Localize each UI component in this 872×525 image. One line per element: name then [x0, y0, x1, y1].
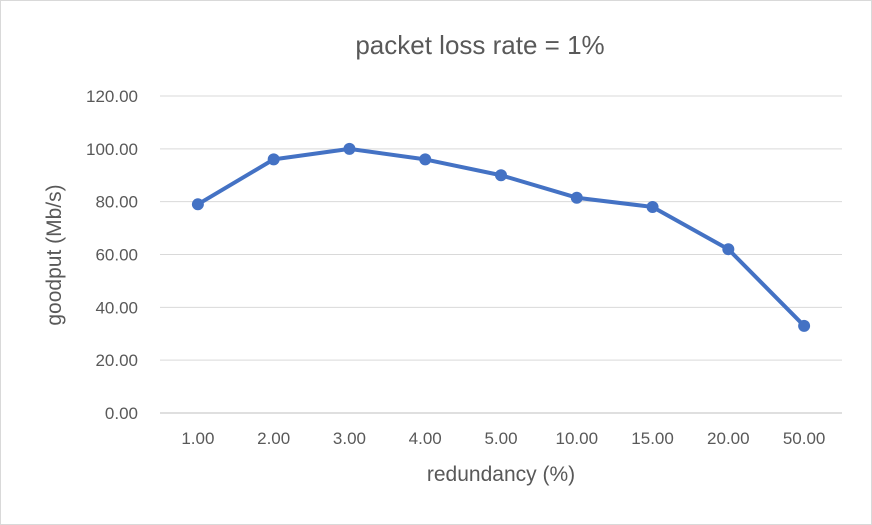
series-layer	[191, 142, 811, 332]
x-tick-label: 3.00	[333, 429, 366, 448]
x-tick-label: 4.00	[409, 429, 442, 448]
y-tick-label: 60.00	[95, 246, 138, 265]
x-tick-label: 15.00	[631, 429, 674, 448]
data-point	[343, 142, 356, 155]
y-tick-label: 40.00	[95, 298, 138, 317]
data-point	[495, 169, 507, 182]
y-tick-label: 80.00	[95, 193, 138, 212]
x-tick-label: 1.00	[181, 429, 214, 448]
y-tick-label: 20.00	[95, 351, 138, 370]
data-point	[798, 319, 811, 332]
x-tick-label: 2.00	[257, 429, 290, 448]
data-point	[646, 200, 659, 213]
x-tick-label: 20.00	[707, 429, 750, 448]
data-point	[419, 153, 432, 166]
y-axis-label: goodput (Mb/s)	[43, 184, 66, 325]
gridlines	[160, 95, 842, 414]
y-tick-label: 0.00	[105, 404, 138, 423]
x-tick-label: 10.00	[556, 429, 599, 448]
data-point	[191, 198, 204, 211]
x-axis-ticks: 1.00 2.00 3.00 4.00 5.00 10.00 15.00 20.00 50.00	[181, 429, 825, 448]
y-axis-ticks: 0.00 20.00 40.00 60.00 80.00 100.00 120.00	[86, 87, 138, 423]
x-tick-label: 5.00	[484, 429, 517, 448]
y-tick-label: 100.00	[86, 140, 138, 159]
data-point	[722, 243, 735, 256]
data-point	[267, 153, 280, 166]
y-tick-label: 120.00	[86, 87, 138, 106]
data-point	[570, 191, 583, 204]
x-axis-label: redundancy (%)	[427, 463, 575, 486]
chart-title: packet loss rate = 1%	[355, 30, 604, 60]
x-tick-label: 50.00	[783, 429, 826, 448]
